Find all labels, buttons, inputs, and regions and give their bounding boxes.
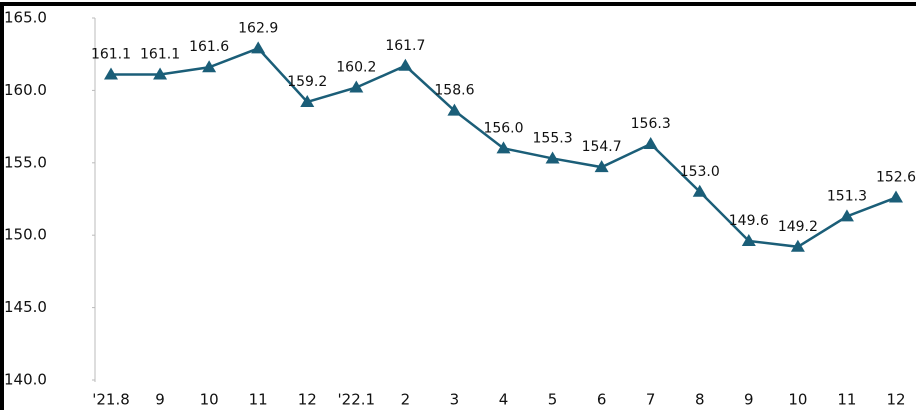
data-label: 158.6 xyxy=(434,83,474,99)
x-tick-label: 7 xyxy=(646,391,656,409)
x-tick-label: 8 xyxy=(695,391,705,409)
marker xyxy=(790,239,805,252)
x-tick-label: 9 xyxy=(744,391,754,409)
x-tick-label: '21.8 xyxy=(92,391,130,409)
marker xyxy=(594,160,609,173)
marker xyxy=(251,41,266,54)
marker xyxy=(496,141,511,154)
marker xyxy=(741,233,756,246)
y-tick-label: 145.0 xyxy=(4,298,47,316)
marker xyxy=(202,60,217,73)
x-tick-label: 6 xyxy=(597,391,607,409)
x-tick-label: 5 xyxy=(548,391,558,409)
data-label: 161.6 xyxy=(189,39,229,55)
x-tick-label: 10 xyxy=(788,391,807,409)
y-tick-label: 140.0 xyxy=(4,371,47,389)
data-label: 151.3 xyxy=(827,188,867,204)
data-label: 161.1 xyxy=(91,46,131,62)
y-tick-label: 160.0 xyxy=(4,81,47,99)
x-tick-label: 11 xyxy=(837,391,856,409)
x-tick-label: 11 xyxy=(249,391,268,409)
y-tick-label: 150.0 xyxy=(4,226,47,244)
y-tick-label: 155.0 xyxy=(4,153,47,171)
marker xyxy=(643,136,658,149)
marker xyxy=(349,80,364,93)
marker xyxy=(447,103,462,116)
x-tick-label: 10 xyxy=(200,391,219,409)
data-label: 149.2 xyxy=(778,219,818,235)
data-label: 153.0 xyxy=(680,164,720,180)
data-label: 156.0 xyxy=(483,120,523,136)
data-label: 152.6 xyxy=(876,170,916,186)
data-label: 161.1 xyxy=(140,46,180,62)
marker xyxy=(545,151,560,164)
x-tick-label: 3 xyxy=(450,391,460,409)
data-label: 154.7 xyxy=(582,139,622,155)
marker xyxy=(889,190,903,203)
data-label: 156.3 xyxy=(631,116,671,132)
data-label: 162.9 xyxy=(238,20,278,36)
x-tick-label: 9 xyxy=(155,391,165,409)
data-label: 155.3 xyxy=(533,130,573,146)
marker xyxy=(839,209,854,222)
data-label: 160.2 xyxy=(336,60,376,76)
x-tick-label: 4 xyxy=(499,391,509,409)
x-tick-label: 12 xyxy=(886,391,905,409)
x-tick-label: 12 xyxy=(298,391,317,409)
data-label: 161.7 xyxy=(385,38,425,54)
x-tick-label: 2 xyxy=(401,391,411,409)
marker xyxy=(692,184,707,197)
x-tick-label: '22.1 xyxy=(338,391,376,409)
marker xyxy=(300,94,315,107)
marker xyxy=(153,67,168,80)
y-tick-label: 165.0 xyxy=(4,9,47,27)
data-label: 159.2 xyxy=(287,74,327,90)
marker xyxy=(104,67,118,80)
data-label: 149.6 xyxy=(729,213,769,229)
marker xyxy=(398,58,413,71)
